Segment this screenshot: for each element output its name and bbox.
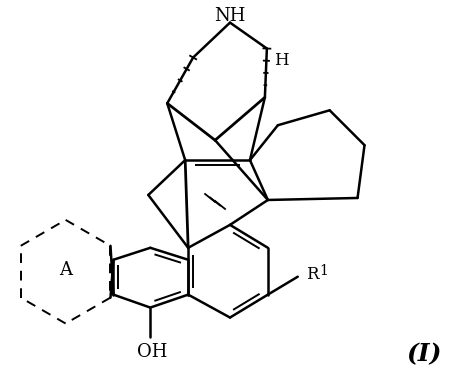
Text: A: A bbox=[59, 261, 72, 279]
Text: H: H bbox=[275, 52, 289, 69]
Text: R: R bbox=[306, 266, 318, 283]
Text: NH: NH bbox=[214, 7, 246, 25]
Text: 1: 1 bbox=[320, 264, 329, 278]
Text: (I): (I) bbox=[407, 342, 442, 367]
Text: OH: OH bbox=[137, 344, 168, 362]
